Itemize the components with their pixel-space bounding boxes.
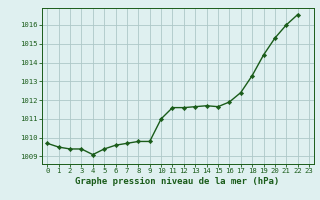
X-axis label: Graphe pression niveau de la mer (hPa): Graphe pression niveau de la mer (hPa) xyxy=(76,177,280,186)
